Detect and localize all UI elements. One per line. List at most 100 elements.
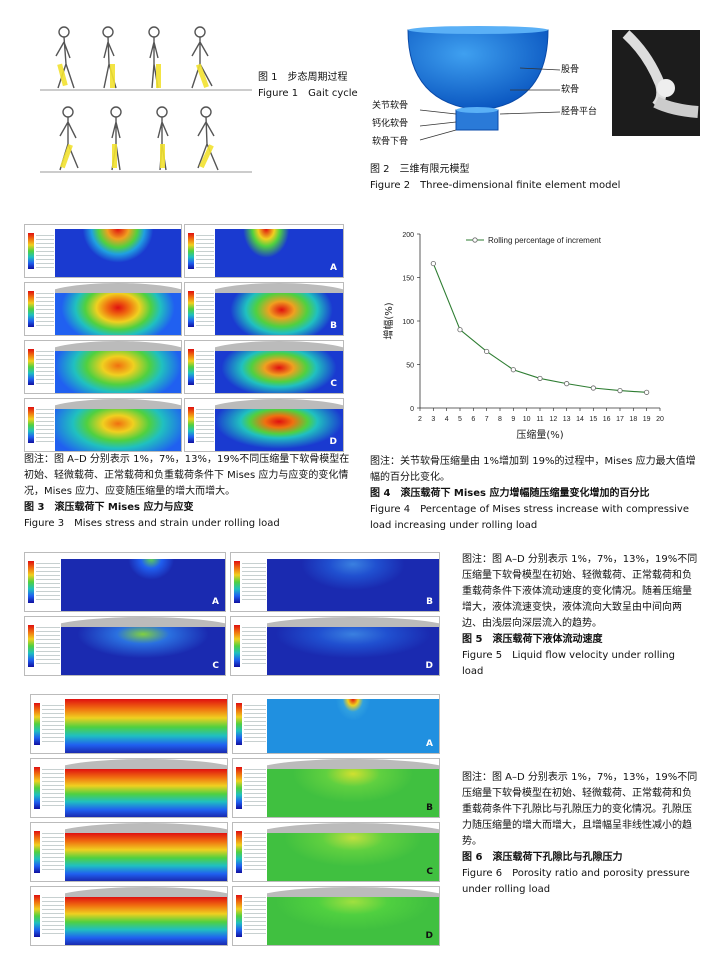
mises-stress-panel-d bbox=[24, 398, 182, 452]
panel-label-a: A bbox=[212, 597, 219, 607]
chart-series bbox=[430, 260, 650, 395]
panel-label-a: A bbox=[330, 263, 337, 273]
porosity-pressure-panel-b: B bbox=[232, 758, 440, 818]
x-tick-label: 19 bbox=[643, 416, 651, 423]
panel-label-a: A bbox=[426, 739, 433, 749]
figure-6-panels: A B C D bbox=[30, 694, 440, 946]
data-point bbox=[484, 348, 490, 355]
flow-velocity-panel-b: B bbox=[230, 552, 440, 612]
chart-y-axis-label: 增幅(%) bbox=[382, 302, 395, 339]
flow-velocity-panel-d: D bbox=[230, 616, 440, 676]
figure-5-caption-en: Figure 5 Liquid flow velocity under roll… bbox=[462, 650, 675, 677]
x-tick-label: 10 bbox=[523, 416, 531, 423]
figure-1-caption-en: Figure 1 Gait cycle bbox=[258, 88, 358, 99]
figure-5-note: 图注：图 A–D 分别表示 1%，7%，13%，19%不同压缩量下软骨模型在初始… bbox=[462, 554, 698, 629]
figure-3-panels: A B C D bbox=[24, 224, 344, 452]
figure-3-caption: 图注：图 A–D 分别表示 1%，7%，13%，19%不同压缩量下软骨模型在初始… bbox=[24, 452, 354, 532]
panel-label-b: B bbox=[426, 597, 433, 607]
figure-3-caption-cn: 图 3 滚压载荷下 Mises 应力与应变 bbox=[24, 502, 194, 513]
x-tick-label: 16 bbox=[603, 416, 611, 423]
x-tick-label: 8 bbox=[498, 416, 502, 423]
x-tick-label: 17 bbox=[616, 416, 624, 423]
x-tick-label: 18 bbox=[629, 416, 637, 423]
x-tick-label: 6 bbox=[471, 416, 475, 423]
porosity-ratio-panel-d bbox=[30, 886, 228, 946]
porosity-ratio-panel-b bbox=[30, 758, 228, 818]
label-calcified-cartilage: 钙化软骨 bbox=[372, 119, 409, 129]
strain-panel-a: A bbox=[184, 224, 344, 278]
x-tick-label: 9 bbox=[511, 416, 515, 423]
figure-2-caption: 图 2 三维有限元模型 Figure 2 Three-dimensional f… bbox=[370, 162, 620, 194]
y-tick-label: 150 bbox=[402, 276, 414, 283]
data-point bbox=[537, 375, 543, 382]
x-tick-label: 2 bbox=[418, 416, 422, 423]
panel-label-c: C bbox=[426, 867, 433, 877]
mises-stress-panel-b bbox=[24, 282, 182, 336]
porosity-pressure-panel-c: C bbox=[232, 822, 440, 882]
y-tick-label: 50 bbox=[406, 363, 414, 370]
panel-label-b: B bbox=[330, 321, 337, 331]
series-line bbox=[432, 263, 647, 393]
porosity-ratio-panel-c bbox=[30, 822, 228, 882]
figure-1-caption: 图 1 步态周期过程 Figure 1 Gait cycle bbox=[258, 70, 358, 102]
figure-2-caption-en: Figure 2 Three-dimensional finite elemen… bbox=[370, 180, 621, 191]
figure-1-caption-cn: 图 1 步态周期过程 bbox=[258, 72, 348, 83]
data-point bbox=[644, 389, 650, 395]
x-tick-label: 4 bbox=[445, 416, 449, 423]
figure-3-caption-en: Figure 3 Mises stress and strain under r… bbox=[24, 518, 280, 529]
figure-4-caption-en: Figure 4 Percentage of Mises stress incr… bbox=[370, 504, 689, 531]
data-point bbox=[510, 367, 516, 373]
chart-x-axis-label: 压缩量(%) bbox=[516, 428, 563, 441]
data-point bbox=[590, 385, 596, 391]
x-tick-label: 5 bbox=[458, 416, 462, 423]
panel-label-c: C bbox=[330, 379, 337, 389]
x-tick-label: 13 bbox=[563, 416, 571, 423]
panel-label-d: D bbox=[425, 661, 433, 671]
figure-4-caption-cn: 图 4 滚压载荷下 Mises 应力增幅随压缩量变化增加的百分比 bbox=[370, 488, 650, 499]
mises-stress-panel-a bbox=[24, 224, 182, 278]
label-tibial-plateau: 胫骨平台 bbox=[561, 107, 598, 117]
x-tick-label: 7 bbox=[485, 416, 489, 423]
label-subchondral-bone: 软骨下骨 bbox=[372, 137, 409, 147]
figure-5-caption-cn: 图 5 滚压载荷下液体流动速度 bbox=[462, 634, 603, 645]
label-cartilage: 软骨 bbox=[561, 85, 580, 95]
legend-label: Rolling percentage of increment bbox=[488, 236, 602, 245]
panel-label-d: D bbox=[329, 437, 337, 447]
flow-velocity-panel-c: C bbox=[24, 616, 226, 676]
panel-label-d: D bbox=[425, 931, 433, 941]
figure-4-note: 图注：关节软骨压缩量由 1%增加到 19%的过程中，Mises 应力最大值增幅的… bbox=[370, 456, 696, 483]
panel-label-c: C bbox=[212, 661, 219, 671]
data-point bbox=[430, 260, 436, 267]
panel-label-b: B bbox=[426, 803, 433, 813]
figure-3-note: 图注：图 A–D 分别表示 1%，7%，13%，19%不同压缩量下软骨模型在初始… bbox=[24, 454, 350, 497]
porosity-pressure-panel-a: A bbox=[232, 694, 440, 754]
label-femur: 股骨 bbox=[561, 65, 580, 75]
figure-6-caption-en: Figure 6 Porosity ratio and porosity pre… bbox=[462, 868, 690, 895]
figure-4-chart: 2 3 4 5 6 7 8 9 10 11 12 13 14 15 16 17 18 19 20 0 50 100 150 2… bbox=[370, 224, 700, 446]
chart-ticks: 2 3 4 5 6 7 8 9 10 11 12 13 14 15 16 17 18 19 200501001502… bbox=[402, 232, 664, 423]
data-point bbox=[564, 381, 570, 387]
chart-legend: Rolling percentage of increment bbox=[466, 236, 602, 245]
mises-stress-panel-c bbox=[24, 340, 182, 394]
figure-5-panels: A B C D bbox=[24, 552, 440, 676]
figure-2-caption-cn: 图 2 三维有限元模型 bbox=[370, 164, 470, 175]
x-tick-label: 20 bbox=[656, 416, 664, 423]
fe-model-figure bbox=[360, 14, 700, 152]
label-articular-cartilage: 关节软骨 bbox=[372, 101, 409, 111]
x-tick-label: 11 bbox=[536, 416, 543, 423]
porosity-pressure-panel-d: D bbox=[232, 886, 440, 946]
data-point bbox=[457, 327, 463, 333]
x-tick-label: 12 bbox=[549, 416, 557, 423]
x-tick-label: 15 bbox=[589, 416, 597, 423]
figure-6-caption-cn: 图 6 滚压载荷下孔隙比与孔隙压力 bbox=[462, 852, 623, 863]
x-tick-label: 14 bbox=[576, 416, 584, 423]
figure-6-note: 图注：图 A–D 分别表示 1%，7%，13%，19%不同压缩量下软骨模型在初始… bbox=[462, 772, 698, 847]
x-tick-label: 3 bbox=[431, 416, 435, 423]
gait-cycle-figure bbox=[40, 18, 252, 186]
y-tick-label: 0 bbox=[410, 406, 414, 413]
y-tick-label: 200 bbox=[402, 232, 414, 239]
figure-4-caption: 图注：关节软骨压缩量由 1%增加到 19%的过程中，Mises 应力最大值增幅的… bbox=[370, 454, 700, 534]
legend-marker bbox=[472, 237, 478, 243]
figure-6-caption: 图注：图 A–D 分别表示 1%，7%，13%，19%不同压缩量下软骨模型在初始… bbox=[462, 770, 698, 898]
y-tick-label: 100 bbox=[402, 319, 414, 326]
